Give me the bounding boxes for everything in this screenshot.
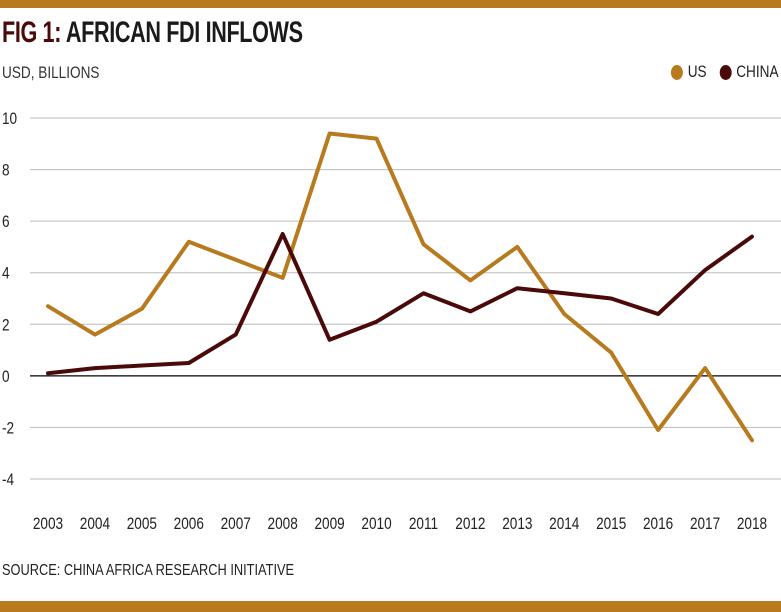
legend-label-us: US (688, 62, 708, 81)
x-tick-label: 2009 (314, 515, 344, 534)
y-tick-label: 6 (2, 213, 10, 232)
x-tick-label: 2011 (409, 515, 438, 534)
legend-marker-china (719, 64, 732, 80)
x-tick-label: 2004 (80, 515, 111, 534)
x-tick-label: 2010 (361, 515, 391, 534)
y-tick-label: 10 (2, 110, 17, 129)
x-tick-label: 2015 (596, 515, 626, 534)
x-tick-label: 2008 (268, 515, 298, 534)
chart-title: FIG 1: AFRICAN FDI INFLOWS (2, 16, 303, 50)
x-tick-label: 2017 (690, 515, 720, 534)
source-note: SOURCE: CHINA AFRICA RESEARCH INITIATIVE (2, 562, 295, 579)
legend-item-china: CHINA (719, 62, 779, 82)
x-tick-label: 2003 (33, 515, 63, 534)
x-tick-label: 2012 (455, 515, 485, 534)
title-text: AFRICAN FDI INFLOWS (65, 16, 303, 49)
y-tick-label: 4 (2, 264, 10, 283)
y-tick-label: -4 (2, 471, 14, 490)
x-tick-label: 2016 (643, 515, 673, 534)
bottom-rule (0, 601, 781, 612)
series-line-china (46, 232, 754, 376)
x-tick-label: 2006 (174, 515, 204, 534)
x-tick-label: 2007 (221, 515, 251, 534)
y-tick-label: 2 (2, 316, 10, 335)
figure-number: FIG 1: (2, 16, 62, 49)
x-tick-label: 2013 (502, 515, 532, 534)
top-rule (0, 0, 781, 8)
x-tick-label: 2005 (127, 515, 157, 534)
legend-marker-us (671, 64, 684, 80)
chart-subtitle: USD, BILLIONS (2, 63, 100, 82)
legend-label-china: CHINA (736, 62, 779, 81)
chart-legend: US CHINA (659, 62, 779, 82)
y-tick-label: 8 (2, 161, 10, 180)
legend-item-us: US (671, 62, 707, 82)
series-line-us (46, 131, 754, 443)
y-tick-label: 0 (2, 368, 10, 387)
x-tick-label: 2014 (549, 515, 580, 534)
y-tick-label: -2 (2, 419, 14, 438)
x-tick-label: 2018 (737, 515, 767, 534)
